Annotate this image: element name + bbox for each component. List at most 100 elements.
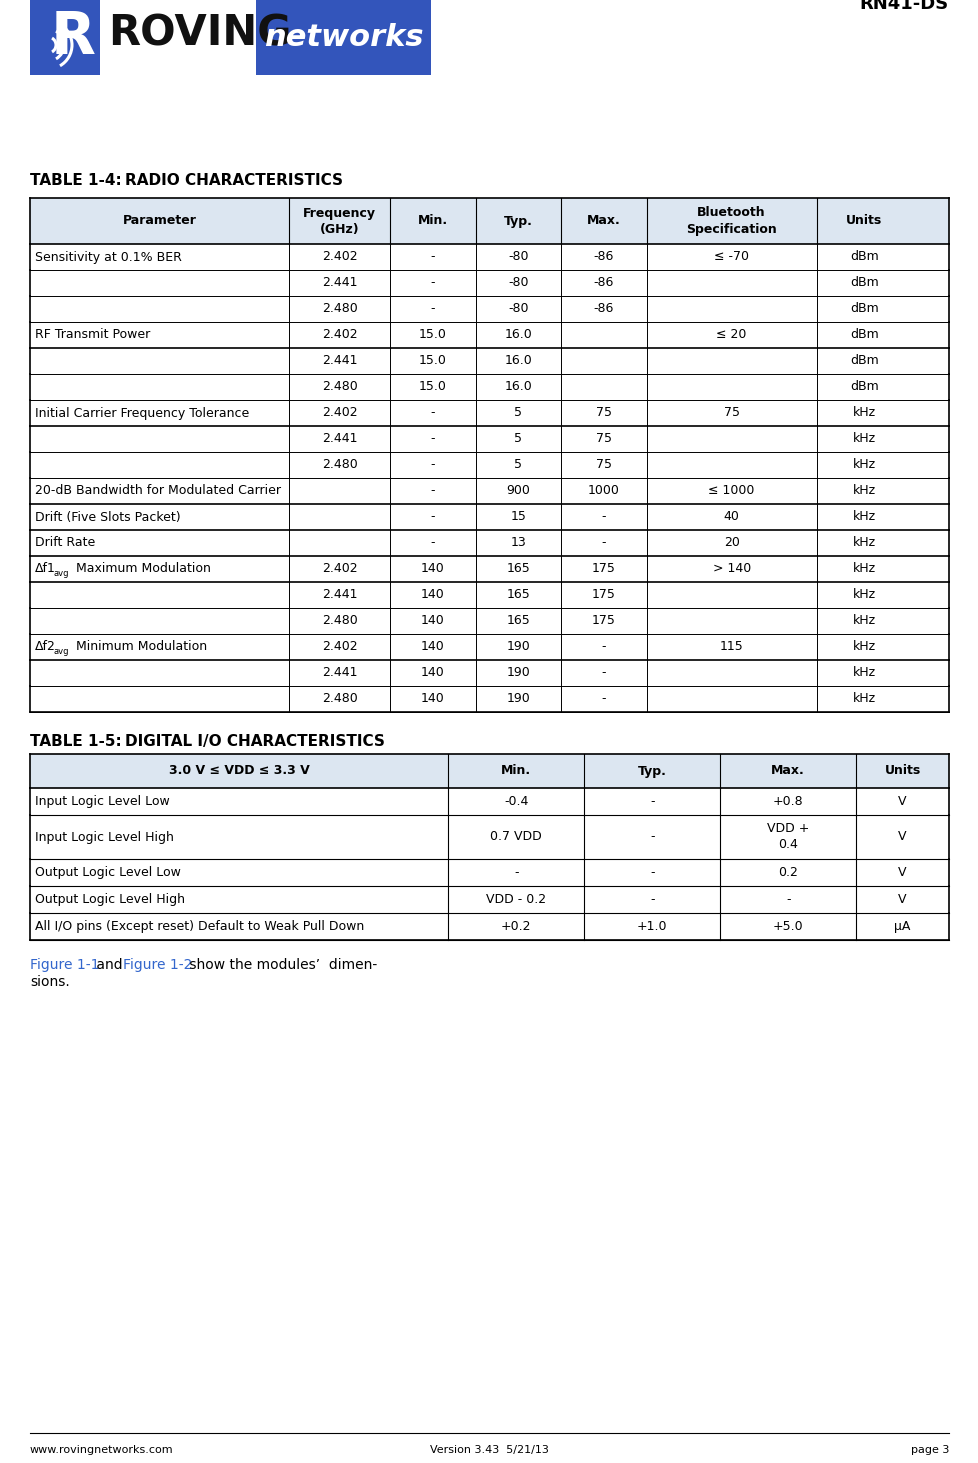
- Text: +0.2: +0.2: [501, 920, 531, 933]
- Text: -: -: [513, 866, 518, 879]
- Text: Units: Units: [845, 215, 882, 228]
- Text: sions.: sions.: [30, 974, 69, 989]
- Text: Max.: Max.: [771, 765, 804, 777]
- Text: ROVING: ROVING: [108, 13, 291, 54]
- Text: 15.0: 15.0: [419, 329, 447, 341]
- Text: -: -: [649, 794, 653, 808]
- Bar: [30, 753, 948, 789]
- Text: 2.402: 2.402: [322, 407, 357, 420]
- Text: ≤ 20: ≤ 20: [716, 329, 746, 341]
- Text: networks: networks: [263, 23, 422, 53]
- Text: 5: 5: [513, 433, 522, 446]
- Text: Drift Rate: Drift Rate: [35, 537, 95, 550]
- Text: V: V: [898, 866, 906, 879]
- Text: -: -: [601, 511, 605, 524]
- Text: 175: 175: [592, 614, 615, 628]
- Text: Version 3.43  5/21/13: Version 3.43 5/21/13: [429, 1445, 549, 1456]
- Text: Sensitivity at 0.1% BER: Sensitivity at 0.1% BER: [35, 250, 182, 263]
- Text: V: V: [898, 794, 906, 808]
- Text: +0.8: +0.8: [772, 794, 803, 808]
- Text: avg: avg: [54, 647, 69, 655]
- Text: 140: 140: [421, 588, 444, 601]
- Text: dBm: dBm: [849, 329, 878, 341]
- Text: 190: 190: [506, 641, 530, 654]
- Text: page 3: page 3: [910, 1445, 948, 1456]
- Text: ≤ -70: ≤ -70: [713, 250, 748, 263]
- Text: 2.480: 2.480: [322, 303, 357, 316]
- Text: kHz: kHz: [852, 407, 875, 420]
- Text: 40: 40: [723, 511, 738, 524]
- Text: 75: 75: [596, 458, 611, 471]
- Text: -86: -86: [593, 250, 613, 263]
- Text: 75: 75: [723, 407, 739, 420]
- Text: DIGITAL I/O CHARACTERISTICS: DIGITAL I/O CHARACTERISTICS: [125, 734, 384, 749]
- Text: Δf1: Δf1: [35, 562, 56, 575]
- Text: kHz: kHz: [852, 537, 875, 550]
- Text: 175: 175: [592, 562, 615, 575]
- Text: 2.402: 2.402: [322, 250, 357, 263]
- Text: -86: -86: [593, 277, 613, 290]
- Text: 140: 140: [421, 667, 444, 679]
- Text: Min.: Min.: [418, 215, 448, 228]
- Text: R: R: [51, 9, 96, 66]
- Text: dBm: dBm: [849, 354, 878, 367]
- Text: kHz: kHz: [852, 511, 875, 524]
- Text: kHz: kHz: [852, 433, 875, 446]
- Text: > 140: > 140: [712, 562, 750, 575]
- Text: -86: -86: [593, 303, 613, 316]
- Text: Drift (Five Slots Packet): Drift (Five Slots Packet): [35, 511, 180, 524]
- Text: Typ.: Typ.: [637, 765, 666, 777]
- Text: TABLE 1-4:: TABLE 1-4:: [30, 173, 121, 189]
- Text: 15: 15: [510, 511, 526, 524]
- Text: 15.0: 15.0: [419, 354, 447, 367]
- Text: -: -: [601, 692, 605, 705]
- Text: Bluetooth
Specification: Bluetooth Specification: [686, 206, 777, 236]
- Text: -: -: [430, 277, 435, 290]
- Text: Figure 1-1: Figure 1-1: [30, 958, 100, 971]
- Text: Output Logic Level Low: Output Logic Level Low: [35, 866, 181, 879]
- Text: 0.2: 0.2: [778, 866, 797, 879]
- Text: kHz: kHz: [852, 614, 875, 628]
- Text: 165: 165: [506, 614, 530, 628]
- Text: 16.0: 16.0: [504, 329, 532, 341]
- Text: kHz: kHz: [852, 562, 875, 575]
- Text: 2.480: 2.480: [322, 614, 357, 628]
- Text: kHz: kHz: [852, 692, 875, 705]
- Text: Input Logic Level High: Input Logic Level High: [35, 831, 174, 844]
- Text: avg: avg: [54, 569, 69, 578]
- Text: Input Logic Level Low: Input Logic Level Low: [35, 794, 169, 808]
- Text: 140: 140: [421, 562, 444, 575]
- Text: kHz: kHz: [852, 588, 875, 601]
- Text: www.rovingnetworks.com: www.rovingnetworks.com: [30, 1445, 173, 1456]
- Text: and: and: [92, 958, 127, 971]
- Text: 190: 190: [506, 667, 530, 679]
- Text: -80: -80: [508, 303, 528, 316]
- Text: Parameter: Parameter: [122, 215, 197, 228]
- Text: -: -: [601, 641, 605, 654]
- Text: -: -: [430, 433, 435, 446]
- Text: +5.0: +5.0: [772, 920, 803, 933]
- Text: +1.0: +1.0: [637, 920, 667, 933]
- Text: μA: μA: [894, 920, 910, 933]
- Text: -: -: [430, 458, 435, 471]
- Text: 900: 900: [506, 484, 530, 497]
- Text: -: -: [430, 511, 435, 524]
- Text: 16.0: 16.0: [504, 354, 532, 367]
- Text: Figure 1-2: Figure 1-2: [123, 958, 193, 971]
- Text: 16.0: 16.0: [504, 380, 532, 394]
- Text: -: -: [430, 407, 435, 420]
- Text: 20: 20: [723, 537, 738, 550]
- Text: 2.480: 2.480: [322, 692, 357, 705]
- Text: V: V: [898, 831, 906, 844]
- Text: Δf2: Δf2: [35, 641, 56, 654]
- Text: 140: 140: [421, 692, 444, 705]
- Text: RN41-DS: RN41-DS: [859, 0, 948, 13]
- Text: 5: 5: [513, 458, 522, 471]
- Text: 3.0 V ≤ VDD ≤ 3.3 V: 3.0 V ≤ VDD ≤ 3.3 V: [168, 765, 309, 777]
- Text: 165: 165: [506, 562, 530, 575]
- Text: 2.441: 2.441: [322, 433, 357, 446]
- Text: 1000: 1000: [588, 484, 619, 497]
- Text: -: -: [601, 667, 605, 679]
- Text: 2.441: 2.441: [322, 667, 357, 679]
- Text: TABLE 1-5:: TABLE 1-5:: [30, 734, 121, 749]
